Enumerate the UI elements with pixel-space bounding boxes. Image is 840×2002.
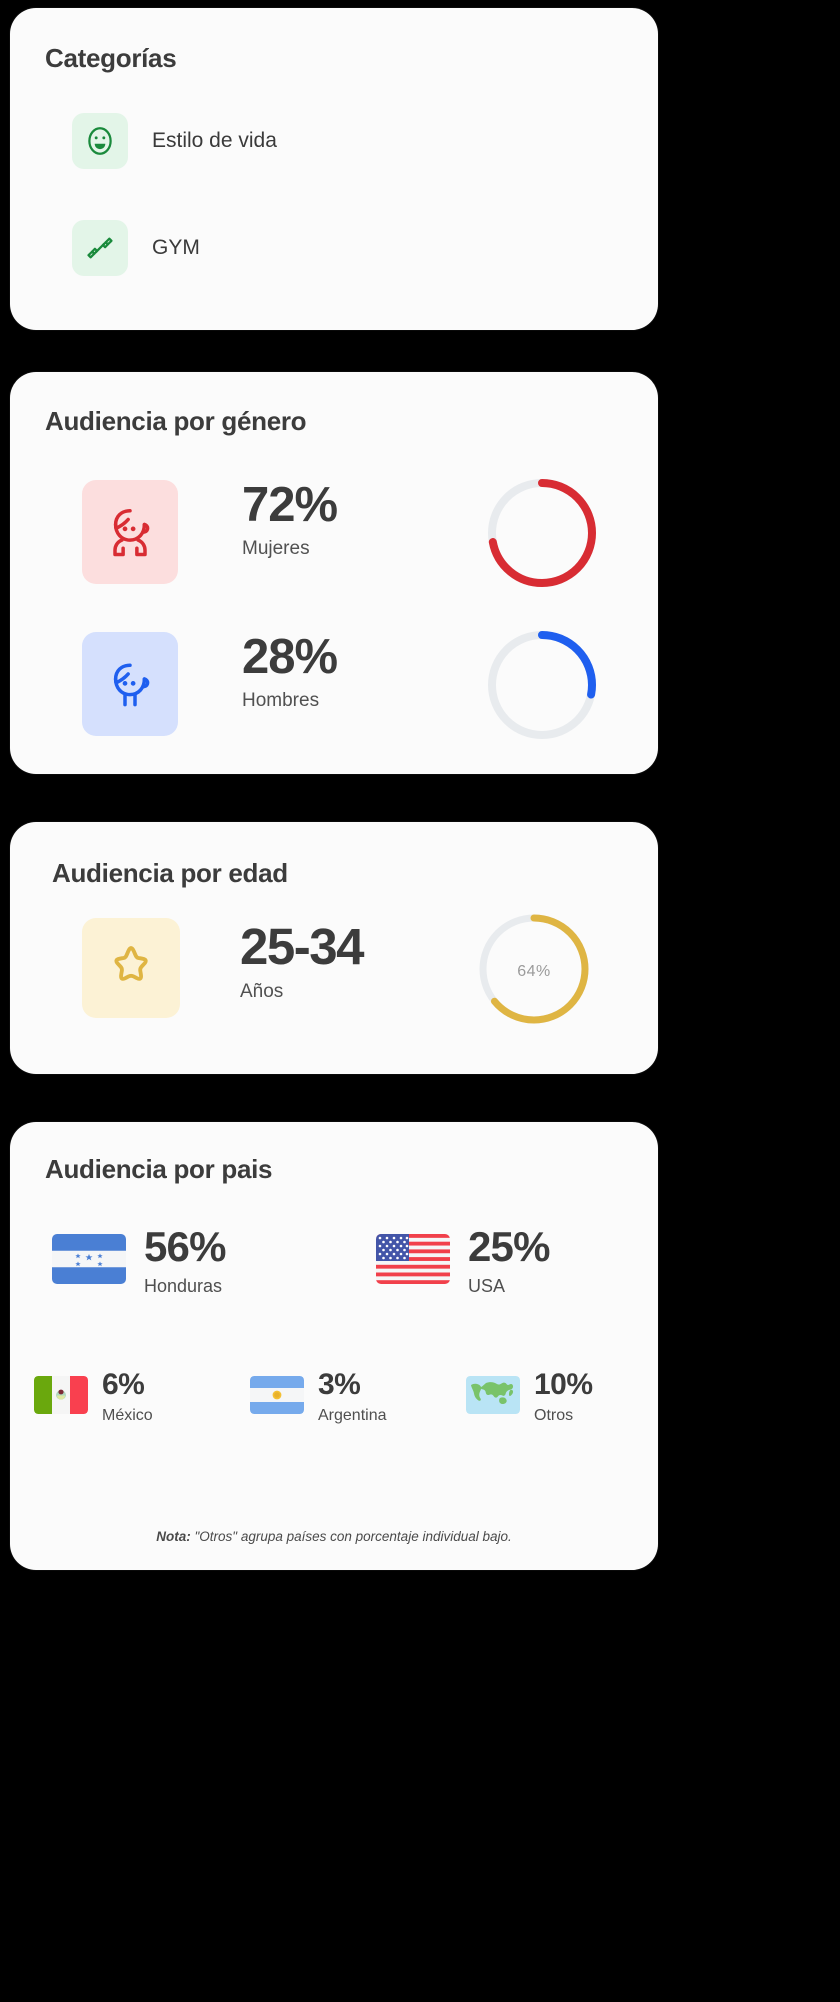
country-item-otros: 10% Otros <box>442 1370 658 1425</box>
gender-row-female: 72% Mujeres <box>10 478 658 620</box>
country-note-label: Nota: <box>156 1529 191 1544</box>
country-secondary-grid: 6% México <box>10 1370 658 1425</box>
gender-percent: 72% <box>242 478 338 532</box>
country-name: México <box>102 1407 153 1424</box>
country-stat-otros: 10% Otros <box>534 1370 593 1425</box>
age-range: 25-34 <box>240 918 364 975</box>
country-note-text: "Otros" agrupa países con porcentaje ind… <box>190 1529 512 1544</box>
country-title: Audiencia por pais <box>45 1154 273 1184</box>
flag-honduras <box>52 1226 126 1284</box>
gender-label: Mujeres <box>242 538 310 560</box>
gender-stat-male: 28% Hombres <box>242 630 338 712</box>
age-title: Audiencia por edad <box>52 858 288 888</box>
country-audience-card: Audiencia por pais <box>10 1122 658 1570</box>
gender-label: Hombres <box>242 690 320 712</box>
age-donut: 64% <box>475 910 593 1033</box>
country-stat-mexico: 6% México <box>102 1370 153 1425</box>
country-percent: 10% <box>534 1368 593 1401</box>
star-icon <box>82 918 180 1018</box>
country-item-argentina: 3% Argentina <box>226 1370 442 1425</box>
country-name: Honduras <box>144 1276 223 1296</box>
country-item-mexico: 6% México <box>10 1370 226 1425</box>
male-avatar-icon <box>82 632 178 736</box>
country-name: USA <box>468 1276 506 1296</box>
age-donut-label: 64% <box>517 962 551 980</box>
category-label: GYM <box>152 236 200 259</box>
category-item-lifestyle[interactable]: Estilo de vida <box>72 113 277 169</box>
age-audience-card: Audiencia por edad 25-34 Años 64% <box>10 822 658 1074</box>
country-item-usa: 25% USA <box>334 1226 658 1297</box>
flag-mexico <box>34 1370 88 1414</box>
flag-usa <box>376 1226 450 1284</box>
country-stat-usa: 25% USA <box>468 1226 550 1297</box>
gender-row-male: 28% Hombres <box>10 630 658 772</box>
country-stat-argentina: 3% Argentina <box>318 1370 387 1425</box>
country-percent: 6% <box>102 1368 145 1401</box>
country-primary-grid: 56% Honduras <box>10 1226 658 1297</box>
gender-stat-female: 72% Mujeres <box>242 478 338 560</box>
world-map-icon <box>466 1370 520 1414</box>
age-unit: Años <box>240 980 284 1002</box>
gender-title: Audiencia por género <box>45 406 307 436</box>
gender-audience-card: Audiencia por género 72% Mujeres <box>10 372 658 774</box>
category-label: Estilo de vida <box>152 129 277 152</box>
country-percent: 3% <box>318 1368 361 1401</box>
gender-donut-female <box>484 475 600 596</box>
age-stat: 25-34 Años <box>240 918 364 1003</box>
category-item-gym[interactable]: GYM <box>72 220 200 276</box>
gender-donut-male <box>484 627 600 748</box>
country-stat-honduras: 56% Honduras <box>144 1226 226 1297</box>
country-percent: 56% <box>144 1223 226 1270</box>
gender-percent: 28% <box>242 630 338 684</box>
female-avatar-icon <box>82 480 178 584</box>
smiley-face-icon <box>72 113 128 169</box>
country-name: Otros <box>534 1407 574 1424</box>
country-name: Argentina <box>318 1407 387 1424</box>
flag-argentina <box>250 1370 304 1414</box>
dumbbell-icon <box>72 220 128 276</box>
categories-card: Categorías Estilo de vida <box>10 8 658 330</box>
country-percent: 25% <box>468 1223 550 1270</box>
categories-title: Categorías <box>45 43 177 73</box>
country-item-honduras: 56% Honduras <box>10 1226 334 1297</box>
country-note: Nota: "Otros" agrupa países con porcenta… <box>10 1529 658 1544</box>
